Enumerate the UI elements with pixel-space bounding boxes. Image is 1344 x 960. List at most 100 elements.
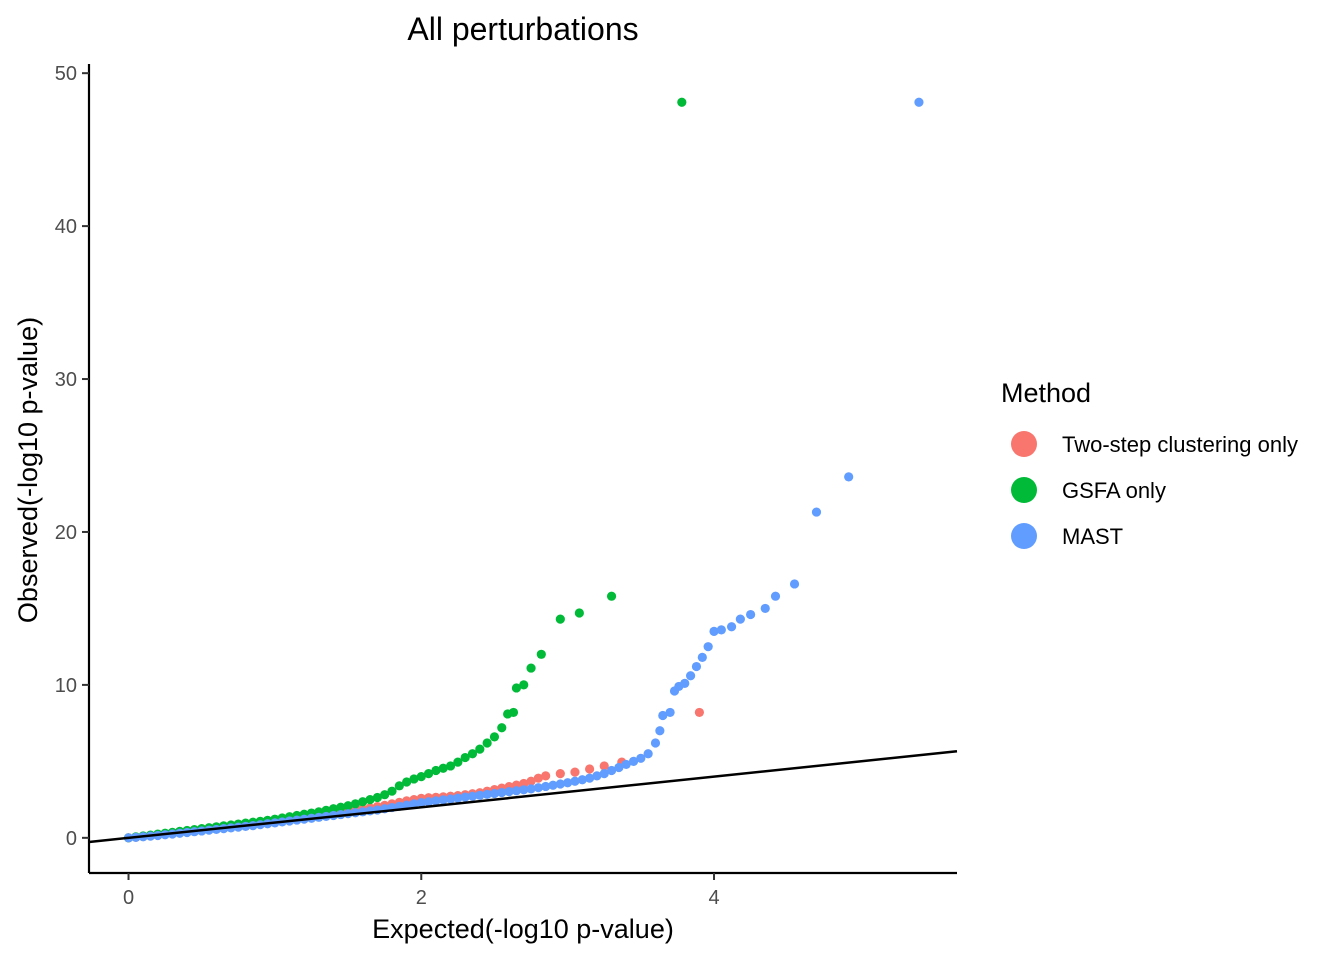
data-point [914, 97, 924, 107]
chart-title: All perturbations [407, 11, 638, 47]
y-axis-title: Observed(-log10 p-value) [13, 317, 43, 623]
data-point [453, 757, 463, 767]
data-point [460, 752, 470, 763]
data-point [350, 799, 361, 809]
x-axis-title: Expected(-log10 p-value) [372, 914, 674, 944]
data-point [336, 802, 346, 812]
data-point [716, 625, 726, 635]
data-point [380, 790, 390, 800]
data-point [372, 792, 382, 803]
data-point [606, 591, 617, 601]
data-point [409, 774, 419, 784]
data-point [416, 798, 426, 808]
data-point [585, 764, 595, 774]
data-point [453, 793, 463, 803]
data-point [697, 652, 707, 662]
data-point [585, 773, 595, 783]
data-point [592, 771, 602, 781]
legend-swatch [1011, 431, 1037, 457]
data-point [555, 614, 565, 624]
data-point [365, 794, 375, 805]
data-point [614, 762, 624, 773]
y-tick-label: 10 [55, 675, 77, 697]
data-point [685, 671, 696, 681]
data-point [548, 780, 558, 790]
data-point [409, 799, 419, 809]
data-point [519, 680, 529, 690]
data-point [423, 768, 434, 779]
data-point [811, 507, 822, 517]
data-point [431, 796, 441, 806]
series-gsfa-only [123, 97, 687, 843]
data-point [680, 678, 690, 688]
y-tick-label: 30 [55, 369, 77, 391]
data-point [475, 744, 485, 754]
x-ticks: 0 2 4 [123, 873, 720, 909]
points-layer [123, 97, 924, 843]
data-point [445, 761, 456, 771]
data-point [511, 683, 522, 693]
data-point [497, 723, 507, 733]
data-point [482, 738, 492, 748]
data-point [526, 776, 536, 786]
data-point [735, 614, 745, 624]
data-point [643, 749, 653, 759]
data-point [358, 797, 368, 807]
data-point [577, 775, 587, 785]
data-point [519, 785, 529, 795]
data-point [504, 787, 514, 797]
data-point [650, 738, 661, 748]
data-point [541, 781, 551, 792]
data-point [460, 792, 470, 802]
x-tick-label: 2 [416, 887, 427, 909]
data-point [526, 663, 536, 673]
data-point [570, 767, 580, 777]
data-point [628, 756, 639, 766]
data-point [709, 626, 719, 636]
plot-area: 0 2 4 0 10 20 30 40 50 [55, 63, 958, 909]
y-tick-label: 20 [55, 522, 77, 544]
data-point [423, 797, 434, 807]
y-tick-label: 50 [55, 63, 77, 85]
data-point [844, 472, 854, 482]
legend: Method Two-step clustering only GSFA only… [1001, 378, 1298, 549]
y-ticks: 0 10 20 30 40 50 [55, 63, 89, 850]
data-point [438, 763, 448, 773]
legend-entries: Two-step clustering only GSFA only MAST [1011, 431, 1298, 549]
data-point [555, 779, 565, 789]
data-point [416, 772, 426, 782]
data-point [533, 783, 543, 793]
x-tick-label: 4 [708, 887, 719, 909]
data-point [475, 790, 485, 800]
data-point [691, 661, 702, 672]
data-point [526, 784, 536, 794]
legend-label: MAST [1062, 524, 1123, 549]
data-point [636, 753, 646, 763]
data-point [402, 777, 412, 787]
data-point [760, 603, 770, 614]
data-point [789, 579, 800, 589]
data-point [508, 707, 519, 718]
legend-label: Two-step clustering only [1062, 432, 1298, 457]
legend-swatch [1011, 477, 1037, 503]
data-point [574, 608, 584, 618]
reference-line [88, 750, 958, 844]
y-tick-label: 0 [66, 828, 77, 850]
data-point [445, 794, 456, 804]
data-point [694, 707, 704, 718]
data-point [467, 749, 478, 759]
data-point [511, 786, 522, 796]
data-point [536, 649, 546, 659]
data-point [658, 710, 668, 721]
data-point [570, 776, 580, 786]
data-point [563, 778, 573, 788]
data-point [655, 726, 665, 736]
data-point [703, 642, 713, 652]
data-point [665, 707, 675, 718]
x-tick-label: 0 [123, 887, 134, 909]
data-point [482, 789, 492, 799]
data-point [497, 787, 507, 798]
data-point [677, 97, 687, 107]
data-point [343, 801, 353, 811]
data-point [746, 609, 756, 620]
